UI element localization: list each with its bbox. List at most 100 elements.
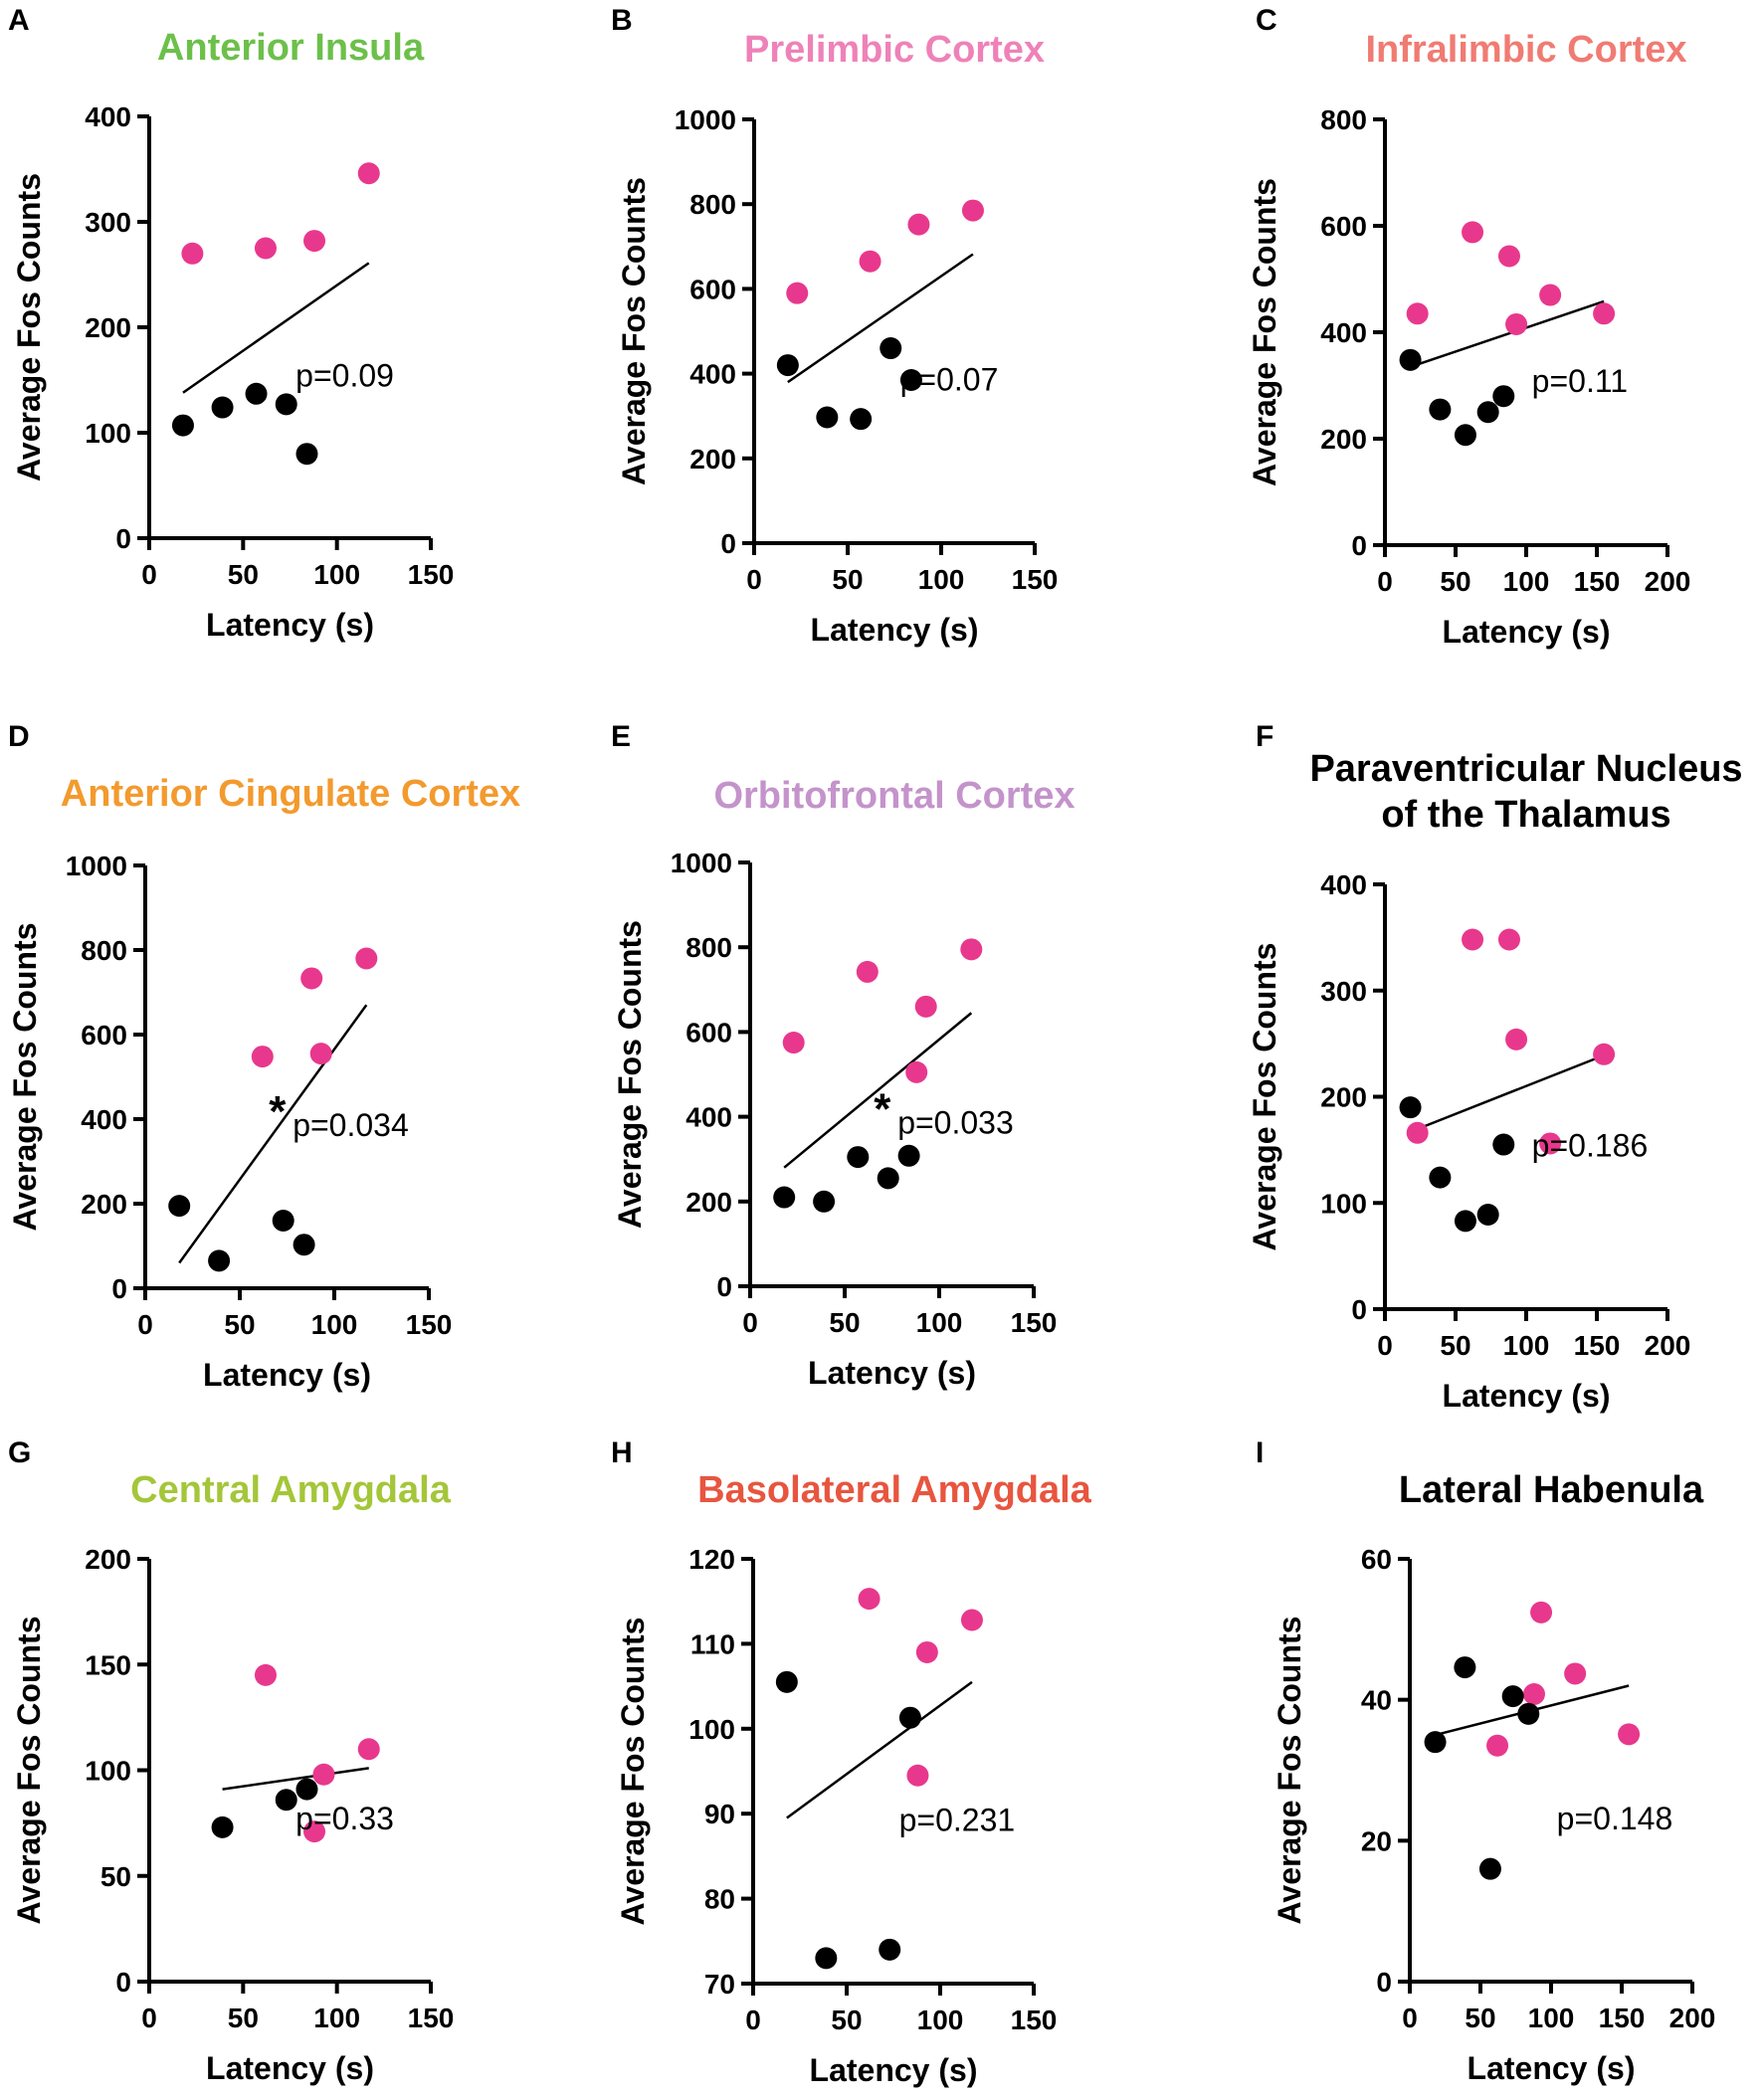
x-tick-label: 100 — [917, 2005, 964, 2035]
data-point-black — [899, 368, 922, 391]
y-tick-label: 0 — [1351, 530, 1367, 561]
data-point-black — [1476, 401, 1499, 424]
y-tick-label: 1000 — [671, 848, 732, 878]
data-point-black — [171, 414, 194, 437]
x-axis-label: Latency (s) — [206, 607, 374, 643]
data-point-pink — [251, 1046, 274, 1068]
p-value-label: p=0.09 — [295, 357, 394, 393]
x-tick-label: 50 — [228, 2003, 259, 2033]
panel-letter: C — [1256, 4, 1277, 37]
data-point-black — [897, 1144, 920, 1167]
data-point-pink — [1505, 1028, 1528, 1050]
data-point-black — [877, 1167, 899, 1190]
fit-line — [787, 253, 974, 384]
data-point-pink — [1522, 1683, 1545, 1705]
y-tick-label: 800 — [1320, 104, 1367, 135]
x-tick-label: 50 — [1440, 566, 1470, 597]
x-axis-label: Latency (s) — [1443, 1378, 1611, 1414]
data-point-pink — [1593, 1043, 1616, 1065]
data-point-pink — [357, 1738, 380, 1761]
data-point-black — [211, 396, 234, 419]
y-tick-label: 400 — [85, 101, 131, 132]
y-tick-label: 1000 — [675, 104, 736, 135]
data-point-pink — [1497, 245, 1520, 268]
y-tick-label: 200 — [85, 1544, 131, 1575]
y-axis-label: Average Fos Counts — [615, 1618, 651, 1926]
x-tick-label: 100 — [313, 559, 360, 590]
data-point-pink — [782, 1032, 805, 1054]
y-tick-label: 400 — [1320, 869, 1367, 900]
x-tick-label: 150 — [1011, 1307, 1058, 1338]
y-axis-label: Average Fos Counts — [1247, 178, 1282, 486]
fit-line — [178, 1004, 368, 1264]
data-point-pink — [1539, 1132, 1562, 1155]
x-tick-label: 0 — [1377, 1330, 1393, 1361]
x-tick-label: 100 — [916, 1307, 963, 1338]
x-tick-label: 0 — [141, 559, 157, 590]
data-point-black — [1399, 348, 1422, 371]
y-tick-label: 600 — [689, 274, 736, 304]
y-tick-label: 300 — [85, 207, 131, 238]
chart-title: Anterior Insula — [157, 27, 425, 69]
x-tick-label: 150 — [408, 559, 455, 590]
data-point-pink — [786, 282, 809, 304]
p-value-label: p=0.186 — [1532, 1127, 1649, 1163]
y-tick-label: 50 — [100, 1861, 131, 1892]
data-point-black — [272, 1210, 294, 1232]
panel-letter: A — [8, 4, 30, 37]
data-point-pink — [1564, 1662, 1587, 1685]
y-axis-label: Average Fos Counts — [11, 1617, 47, 1925]
panel-letter: B — [611, 4, 633, 37]
y-tick-label: 200 — [81, 1189, 127, 1220]
x-tick-label: 200 — [1669, 2003, 1716, 2033]
y-tick-label: 150 — [85, 1649, 131, 1680]
x-tick-label: 150 — [1574, 566, 1621, 597]
y-tick-label: 200 — [689, 444, 736, 475]
chart-title: Lateral Habenula — [1399, 1469, 1704, 1511]
y-axis-label: Average Fos Counts — [1272, 1617, 1307, 1925]
x-tick-label: 100 — [1503, 1330, 1550, 1361]
chart-title: Basolateral Amygdala — [697, 1469, 1092, 1511]
data-point-black — [1429, 398, 1452, 421]
data-point-black — [1492, 385, 1515, 408]
y-axis-label: Average Fos Counts — [616, 177, 652, 485]
y-tick-label: 400 — [81, 1104, 127, 1135]
data-point-pink — [856, 960, 879, 983]
data-point-black — [880, 337, 902, 360]
data-point-black — [775, 1670, 798, 1693]
significance-star: * — [269, 1087, 287, 1136]
x-tick-label: 150 — [1574, 1330, 1621, 1361]
data-point-black — [245, 382, 268, 405]
data-point-black — [1399, 1096, 1422, 1119]
data-point-pink — [1539, 284, 1562, 306]
y-axis-label: Average Fos Counts — [11, 173, 47, 481]
x-tick-label: 200 — [1645, 566, 1691, 597]
y-tick-label: 300 — [1320, 976, 1367, 1007]
data-point-black — [773, 1186, 796, 1209]
data-point-pink — [858, 1588, 881, 1611]
panel-letter: G — [8, 1436, 31, 1469]
data-point-pink — [960, 938, 983, 961]
x-tick-label: 100 — [918, 564, 965, 595]
x-tick-label: 50 — [1465, 2003, 1495, 2033]
x-axis-label: Latency (s) — [206, 2050, 374, 2086]
x-tick-label: 150 — [1599, 2003, 1646, 2033]
fit-line — [1410, 1053, 1605, 1133]
y-tick-label: 800 — [689, 189, 736, 220]
data-point-black — [1501, 1685, 1524, 1708]
y-tick-label: 400 — [689, 359, 736, 390]
x-tick-label: 150 — [408, 2003, 455, 2033]
p-value-label: p=0.148 — [1557, 1801, 1673, 1836]
x-tick-label: 100 — [1528, 2003, 1575, 2033]
y-tick-label: 400 — [1320, 317, 1367, 348]
chart-title: Paraventricular Nucleus — [1309, 748, 1742, 790]
data-point-pink — [961, 199, 984, 222]
data-point-black — [275, 1789, 297, 1812]
x-tick-label: 50 — [831, 2005, 862, 2035]
fit-line — [1410, 299, 1605, 368]
panel-letter: F — [1256, 720, 1273, 753]
fit-line — [786, 1680, 973, 1819]
p-value-label: p=0.07 — [900, 362, 999, 398]
y-tick-label: 600 — [81, 1020, 127, 1050]
